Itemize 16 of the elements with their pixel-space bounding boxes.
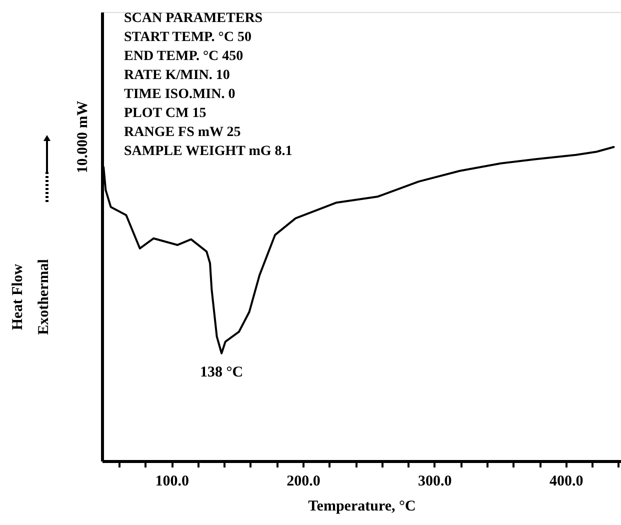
- x-tick-label: 200.0: [286, 474, 320, 490]
- text: RATE K/MIN. 10: [124, 68, 230, 83]
- x-tick-label: 300.0: [418, 474, 452, 490]
- annotation: SAMPLE WEIGHT mG 8.1: [124, 144, 292, 159]
- text: TIME ISO.MIN. 0: [124, 87, 236, 102]
- annotation: 138 °C: [200, 364, 244, 380]
- text: PLOT CM 15: [124, 106, 206, 121]
- text: 10.000 mW: [75, 100, 91, 174]
- text: END TEMP. °C 450: [124, 49, 244, 64]
- text: SCAN PARAMETERS: [124, 11, 263, 26]
- x-tick-label: 400.0: [549, 474, 584, 490]
- text: RANGE FS mW 25: [124, 125, 241, 140]
- x-tick-label: 100.0: [155, 474, 190, 490]
- y-axis-title: Heat Flow Exothermal: [10, 259, 52, 335]
- x-axis-title: Temperature, °C: [308, 498, 416, 514]
- text: START TEMP. °C 50: [124, 30, 252, 45]
